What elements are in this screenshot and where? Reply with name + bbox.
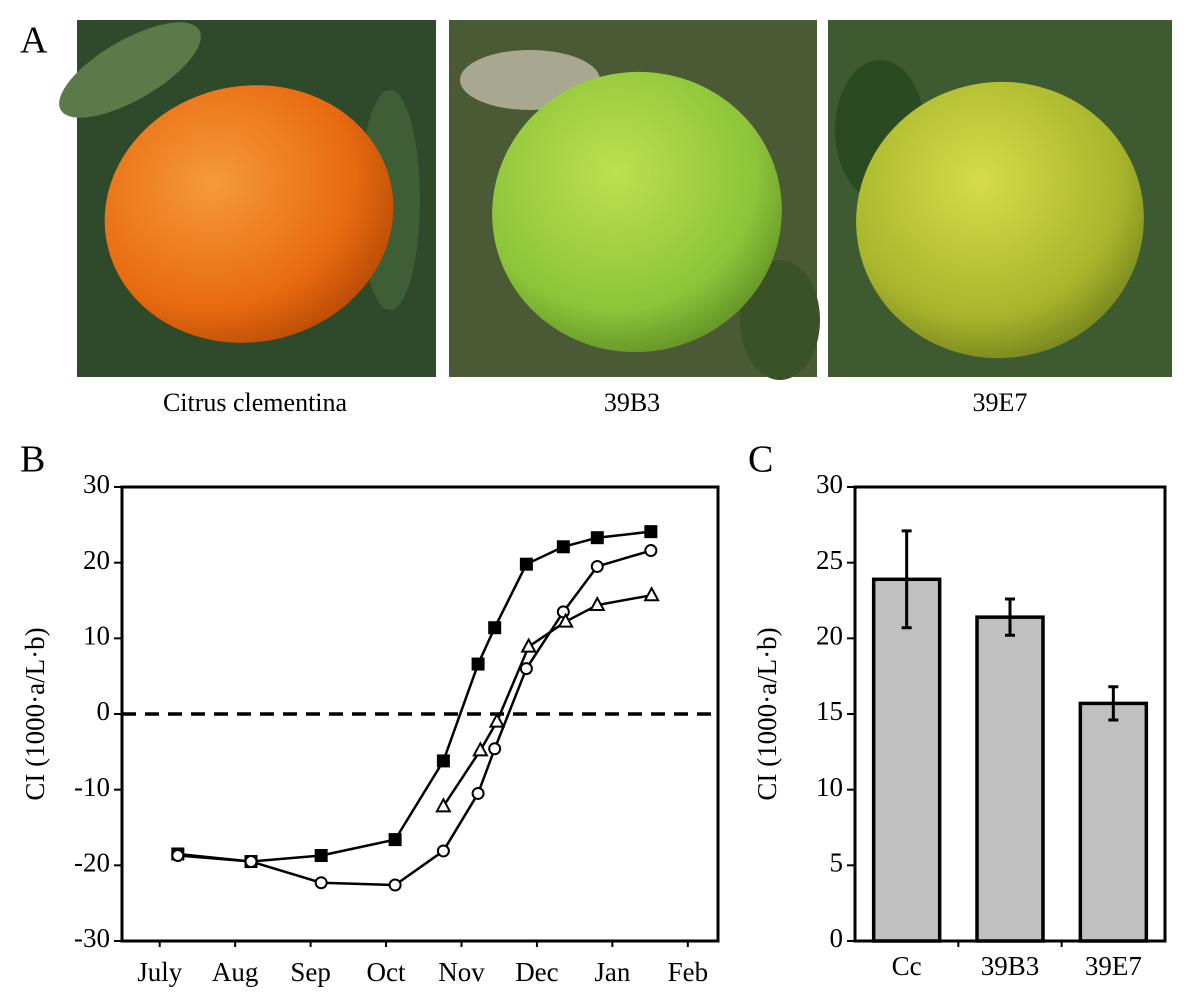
x-tick-label: 39E7 [1085, 951, 1142, 981]
y-tick-label: -10 [74, 772, 110, 802]
photo [449, 20, 820, 380]
bar [975, 615, 1045, 943]
marker [471, 657, 485, 671]
x-tick-label: Nov [438, 957, 485, 987]
marker [244, 855, 258, 869]
marker [488, 712, 506, 728]
marker [314, 848, 328, 862]
error-bar [1108, 685, 1119, 722]
x-tick-label: Oct [367, 957, 406, 987]
series-line [442, 593, 652, 808]
x-tick-label: Sep [290, 957, 331, 987]
marker [590, 559, 604, 573]
x-tick-label: 39B3 [981, 951, 1040, 981]
series-line [177, 530, 651, 863]
y-tick-label: 5 [830, 848, 844, 878]
y-tick-label: 30 [83, 469, 110, 499]
photo [828, 20, 1172, 377]
plot-frame [853, 485, 1167, 943]
y-tick-label: 30 [816, 469, 843, 499]
y-tick-label: 0 [830, 923, 844, 953]
caption: 39E7 [973, 388, 1028, 417]
marker [644, 525, 658, 539]
marker [471, 786, 485, 800]
plot-frame [120, 485, 720, 943]
x-tick-label: Feb [668, 957, 709, 987]
y-tick-label: 0 [97, 696, 111, 726]
x-tick-label: Aug [212, 957, 259, 987]
y-tick-label: 20 [83, 545, 110, 575]
marker [519, 662, 533, 676]
x-tick-label: Jan [594, 957, 630, 987]
y-axis-label: CI (1000·a/L·b) [752, 627, 782, 800]
bar [871, 577, 942, 943]
marker [314, 876, 328, 890]
x-tick-label: Dec [515, 957, 558, 987]
error-bar [901, 529, 912, 630]
caption: Citrus clementina [163, 388, 348, 417]
panel-label: C [748, 439, 773, 481]
x-tick-label: July [137, 957, 183, 987]
marker [520, 637, 537, 653]
marker [590, 531, 604, 545]
marker [589, 595, 606, 612]
x-tick-label: Cc [892, 951, 922, 981]
y-tick-label: 15 [816, 696, 843, 726]
marker [436, 754, 450, 768]
error-bar [1005, 597, 1015, 637]
marker [435, 797, 452, 813]
photo [59, 20, 436, 377]
marker [436, 844, 450, 858]
marker [388, 878, 402, 892]
bar [1078, 701, 1149, 943]
marker [388, 833, 402, 847]
marker [488, 742, 502, 756]
marker [556, 540, 570, 554]
y-tick-label: 10 [816, 772, 843, 802]
marker [472, 741, 489, 757]
y-tick-label: -20 [74, 848, 110, 878]
panel-label: A [20, 20, 48, 62]
y-tick-label: 20 [816, 621, 843, 651]
y-tick-label: 25 [816, 545, 843, 575]
marker [519, 557, 533, 571]
marker [488, 621, 502, 635]
marker [644, 544, 658, 558]
y-tick-label: 10 [83, 621, 110, 651]
caption: 39B3 [604, 388, 660, 417]
marker [643, 586, 660, 602]
y-axis-label: CI (1000·a/L·b) [20, 627, 50, 800]
y-tick-label: -30 [74, 923, 110, 953]
panel-label: B [20, 439, 45, 481]
marker [171, 848, 185, 862]
marker [557, 612, 574, 628]
series-line [177, 549, 652, 887]
